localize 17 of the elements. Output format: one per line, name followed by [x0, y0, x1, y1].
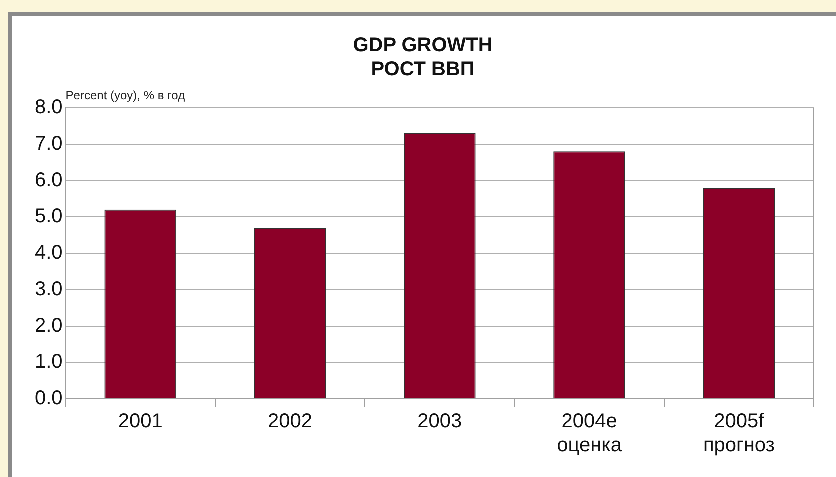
- x-tick-label: 2003: [418, 410, 462, 433]
- y-tick-label: 2.0: [34, 314, 63, 337]
- chart-title: GDP GROWTH: [353, 34, 493, 57]
- y-tick-label: 5.0: [34, 206, 63, 228]
- y-tick-label: 1.0: [34, 351, 63, 374]
- x-tick-label: 2005f прогноз: [703, 410, 775, 457]
- y-tick-label: 0.0: [34, 388, 63, 410]
- y-tick-label: 7.0: [34, 132, 63, 155]
- x-tick-label: 2002: [268, 410, 313, 433]
- y-tick-label: 8.0: [34, 96, 63, 119]
- y-tick-label: 4.0: [34, 242, 63, 264]
- y-tick-label: 6.0: [34, 169, 63, 192]
- chart-subtitle: РОСТ ВВП: [371, 58, 475, 81]
- x-tick-label: 2001: [118, 410, 163, 433]
- y-axis-title: Percent (yoy), % в год: [66, 88, 186, 102]
- y-tick-label: 3.0: [34, 278, 63, 300]
- x-tick-label: 2004e оценка: [557, 410, 623, 457]
